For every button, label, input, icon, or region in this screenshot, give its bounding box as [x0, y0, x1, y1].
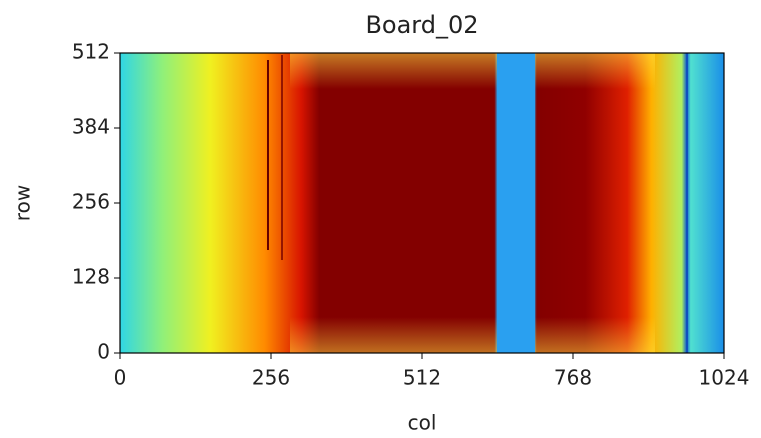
x-tick-label: 256 — [252, 366, 290, 390]
y-tick-label: 256 — [72, 190, 110, 214]
chart-title: Board_02 — [365, 11, 478, 39]
y-tick-label: 384 — [72, 115, 110, 139]
heatmap-image — [120, 53, 724, 353]
x-tick-label: 768 — [554, 366, 592, 390]
y-tick-label: 512 — [72, 40, 110, 64]
x-tick-label: 512 — [403, 366, 441, 390]
y-tick-label: 0 — [97, 340, 110, 364]
x-tick-label: 0 — [114, 366, 127, 390]
x-axis-label: col — [408, 411, 437, 435]
x-tick-label: 1024 — [699, 366, 750, 390]
y-tick-label: 128 — [72, 265, 110, 289]
y-axis-label: row — [11, 185, 35, 221]
